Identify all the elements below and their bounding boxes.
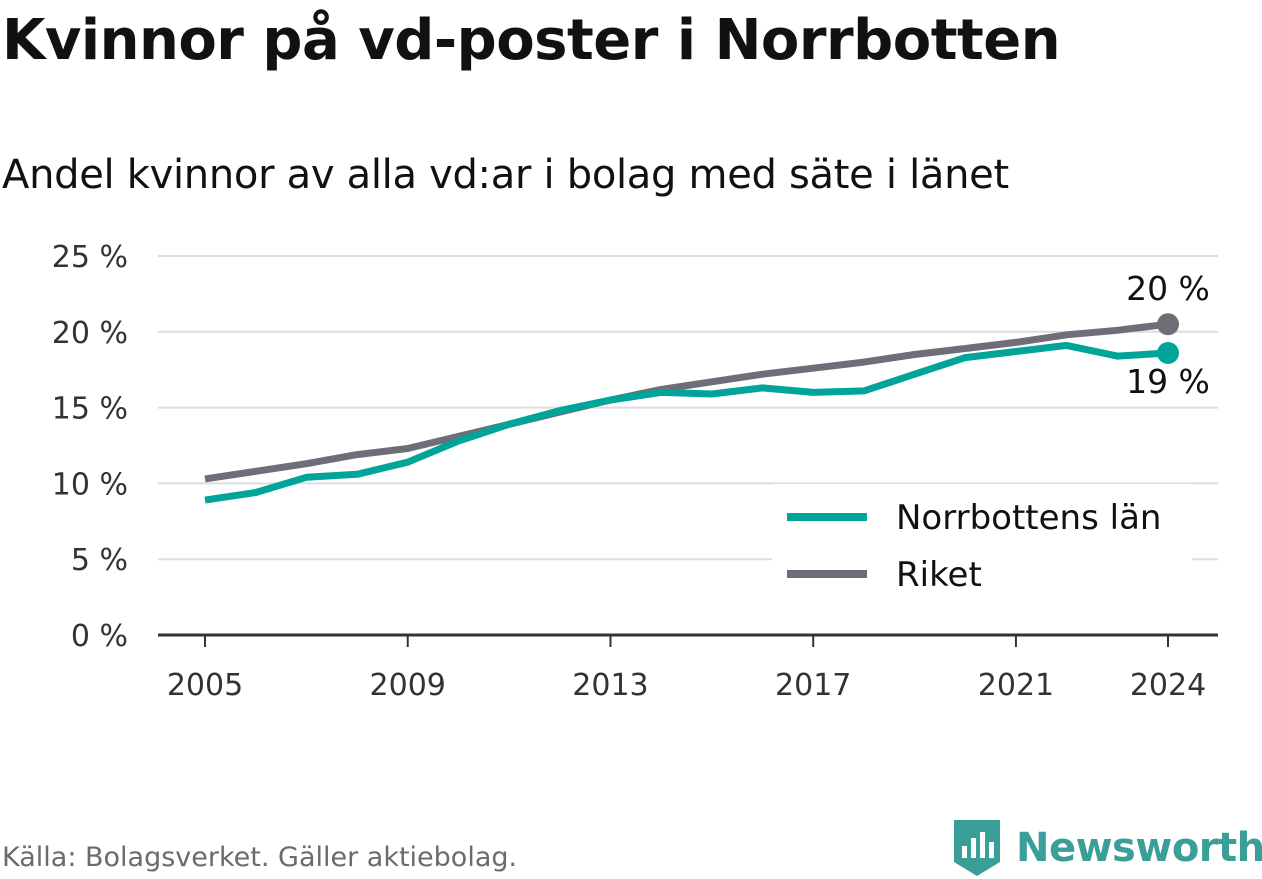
series-lines <box>204 313 1179 504</box>
x-tick-label: 2009 <box>370 668 446 703</box>
chart-title: Kvinnor på vd-poster i Norrbotten <box>2 8 1061 73</box>
end-labels: 19 % 20 % <box>1126 269 1210 401</box>
legend-label: Riket <box>896 555 982 595</box>
y-tick-label: 10 % <box>52 467 128 502</box>
x-tick-label: 2005 <box>167 668 243 703</box>
y-tick-label: 5 % <box>71 543 128 578</box>
x-tick-label: 2021 <box>978 668 1054 703</box>
y-tick-label: 0 % <box>71 619 128 654</box>
x-tick-label: 2013 <box>572 668 648 703</box>
chart-subtitle: Andel kvinnor av alla vd:ar i bolag med … <box>2 152 1009 198</box>
series-end-point <box>1157 313 1179 336</box>
x-tick-label: 2024 <box>1130 668 1206 703</box>
legend-background <box>772 484 1192 602</box>
y-tick-label: 25 % <box>52 240 128 275</box>
newsworthy-logo-icon <box>954 820 1000 876</box>
legend: Norrbottens län Riket <box>772 484 1192 602</box>
y-tick-label: 20 % <box>52 316 128 351</box>
brand-name: Newsworthy <box>1016 825 1262 871</box>
grid-lines <box>158 255 1218 637</box>
series-end-point <box>1157 342 1179 365</box>
series-line <box>204 320 1169 483</box>
x-tick-label: 2017 <box>775 668 851 703</box>
series-end-label: 19 % <box>1126 362 1210 401</box>
y-axis-ticks: 0 % 5 % 10 % 15 % 20 % 25 % <box>52 240 128 654</box>
brand-logo: Newsworthy <box>952 818 1262 878</box>
y-tick-label: 15 % <box>52 392 128 427</box>
series-end-label: 20 % <box>1126 269 1210 308</box>
source-note: Källa: Bolagsverket. Gäller aktiebolag. <box>2 842 518 873</box>
legend-label: Norrbottens län <box>896 498 1161 538</box>
series-line <box>204 341 1169 504</box>
x-axis-ticks: 2005 2009 2013 2017 2021 2024 <box>167 635 1206 703</box>
